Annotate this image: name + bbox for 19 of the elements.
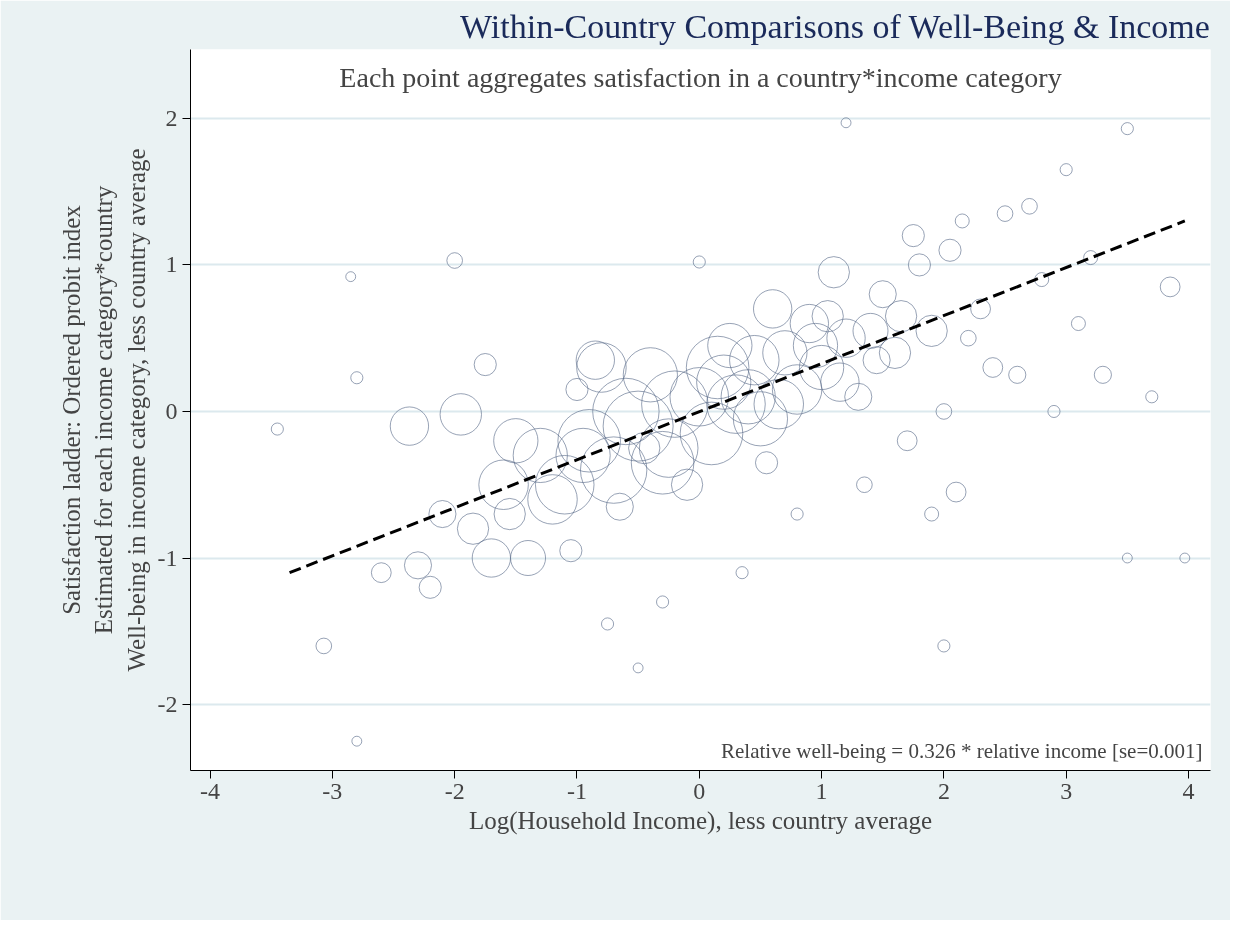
- y-tick-label: 2: [165, 104, 178, 131]
- y-tick-label: 1: [165, 251, 178, 278]
- x-axis-title: Log(Household Income), less country average: [468, 806, 933, 835]
- x-tick-label: -1: [566, 777, 587, 804]
- y-tick-label: 0: [165, 397, 178, 424]
- annotation: Relative well-being = 0.326 * relative income [se=0.001]: [721, 738, 1203, 763]
- x-tick-label: -3: [322, 777, 343, 804]
- x-tick-label: 3: [1060, 777, 1073, 804]
- x-tick-label: 0: [693, 777, 706, 804]
- x-tick-label: 2: [937, 777, 950, 804]
- x-tick-label: -4: [200, 777, 221, 804]
- chart-title: Within-Country Comparisons of Well-Being & Income: [460, 7, 1210, 45]
- x-tick-label: -2: [444, 777, 465, 804]
- y-tick-label: -2: [157, 691, 178, 718]
- y-tick-label: -1: [157, 544, 178, 571]
- y-axis-title: Satisfaction ladder: Ordered probit index Estimated for each income category*country Well-being in income category, less country average: [57, 148, 150, 672]
- x-tick-label: 4: [1182, 777, 1195, 804]
- x-tick-label: 1: [815, 777, 828, 804]
- chart-subtitle: Each point aggregates satisfaction in a country*income category: [339, 61, 1062, 93]
